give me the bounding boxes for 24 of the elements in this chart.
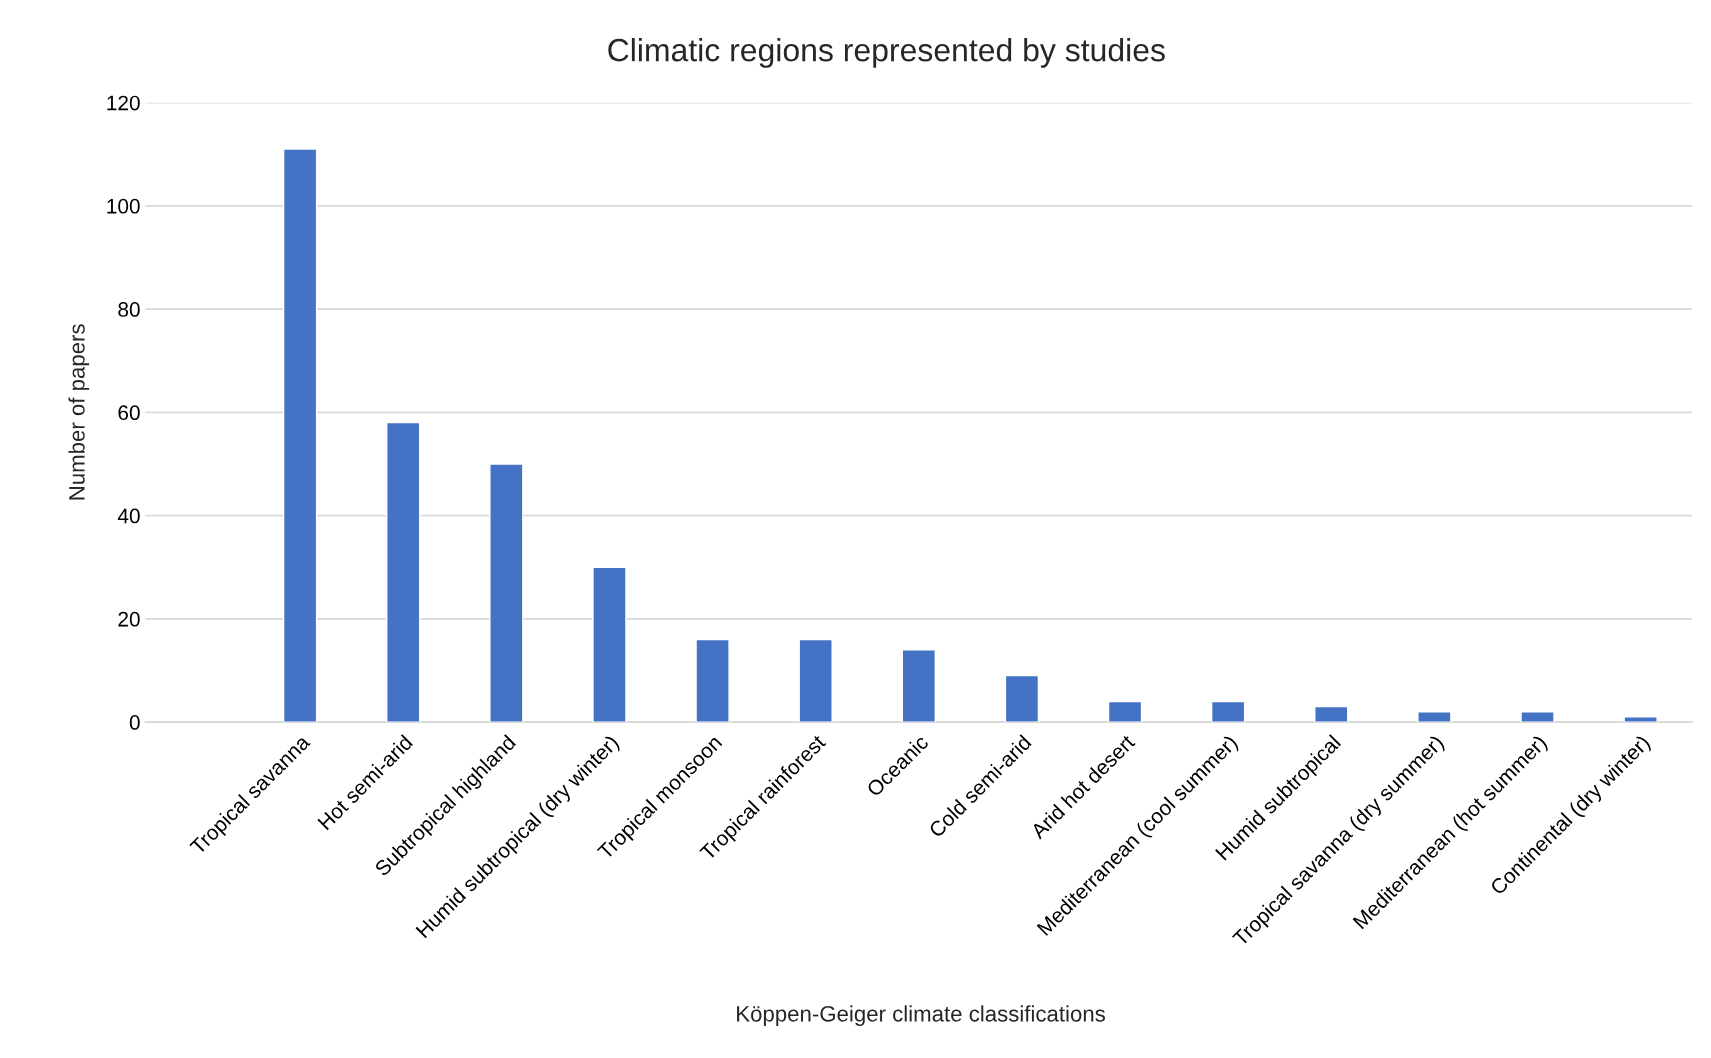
y-tick-label: 60 (118, 405, 140, 421)
bar (695, 638, 730, 723)
bar (1520, 711, 1555, 723)
y-tick-label: 40 (117, 508, 140, 524)
bar (282, 148, 318, 723)
y-tick-label: 20 (118, 611, 140, 627)
bar (1004, 674, 1040, 723)
y-tick-label: 120 (107, 95, 140, 111)
bar (386, 421, 421, 723)
y-tick-label: 100 (107, 198, 140, 214)
bar (1210, 700, 1246, 723)
bar (1623, 716, 1658, 723)
bar (1417, 711, 1452, 723)
bar (1314, 705, 1349, 723)
y-tick-label: 0 (129, 715, 140, 730)
bar (592, 566, 627, 723)
bar (489, 463, 524, 723)
bar (1107, 700, 1143, 723)
chart-title: Climatic regions represented by studies (608, 38, 1165, 68)
x-axis-title: Köppen-Geiger climate classifications (737, 1005, 1105, 1027)
y-tick-label: 80 (118, 302, 140, 317)
y-axis-title: Number of papers (68, 324, 90, 500)
bar (901, 649, 937, 723)
bar (798, 638, 833, 723)
